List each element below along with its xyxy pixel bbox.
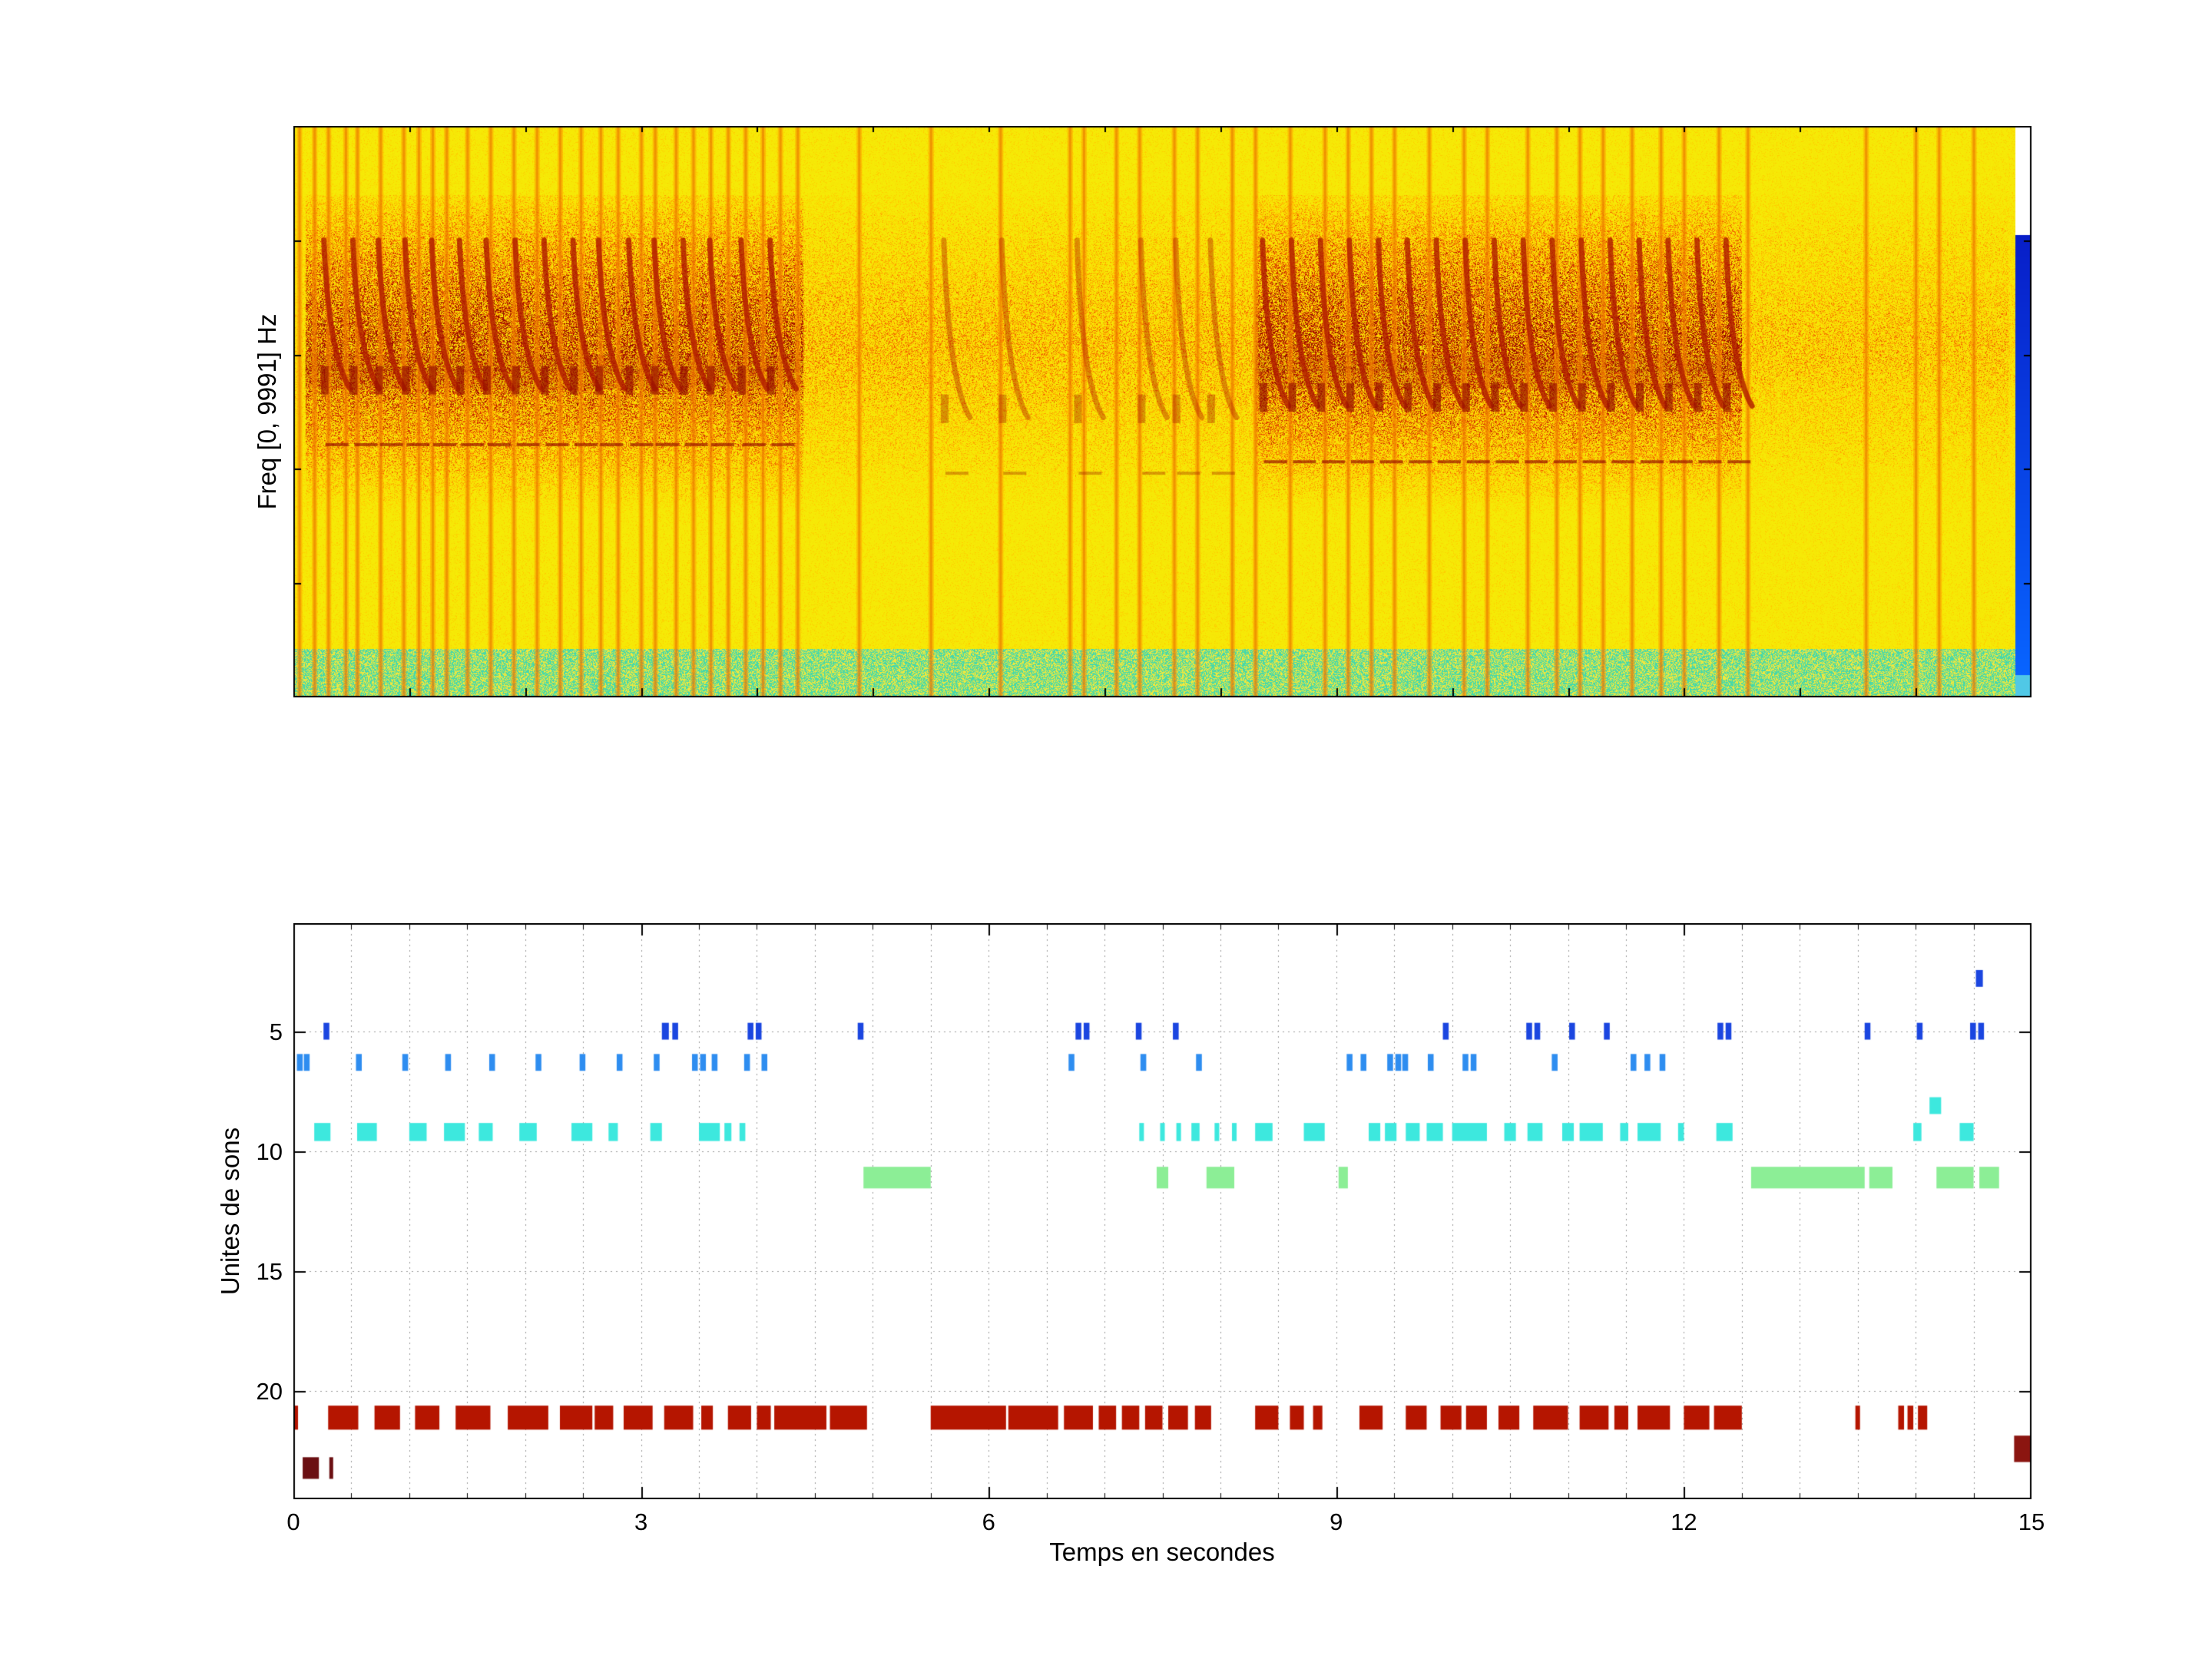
x-tick-label: 12 bbox=[1671, 1508, 1697, 1535]
x-tick-label: 15 bbox=[2018, 1508, 2045, 1535]
x-tick-label: 0 bbox=[286, 1508, 300, 1535]
units-xlabel: Temps en secondes bbox=[1049, 1538, 1275, 1566]
x-tick-label: 6 bbox=[982, 1508, 995, 1535]
spectrogram-image bbox=[293, 126, 2032, 697]
x-tick-label: 9 bbox=[1330, 1508, 1343, 1535]
units-raster-plot bbox=[293, 923, 2032, 1499]
y-tick-label: 15 bbox=[256, 1258, 283, 1286]
y-tick-label: 10 bbox=[256, 1137, 283, 1165]
y-tick-label: 5 bbox=[269, 1018, 283, 1045]
x-tick-label: 3 bbox=[634, 1508, 648, 1535]
spectrogram-ylabel: Freq [0, 9991] Hz bbox=[253, 313, 281, 510]
y-tick-label: 20 bbox=[256, 1378, 283, 1406]
